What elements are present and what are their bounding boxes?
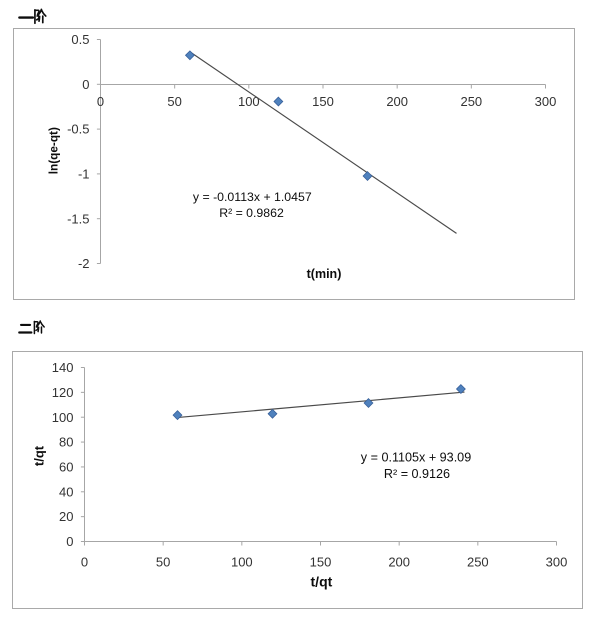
svg-text:40: 40 xyxy=(59,484,73,499)
svg-text:y = 0.1105x + 93.09: y = 0.1105x + 93.09 xyxy=(361,451,471,465)
svg-text:80: 80 xyxy=(59,435,73,450)
svg-text:250: 250 xyxy=(460,94,482,109)
svg-text:-2: -2 xyxy=(78,256,90,271)
svg-text:300: 300 xyxy=(535,94,557,109)
svg-text:200: 200 xyxy=(388,555,410,570)
svg-text:-0.5: -0.5 xyxy=(67,122,89,137)
svg-text:100: 100 xyxy=(231,555,253,570)
svg-text:0: 0 xyxy=(97,94,104,109)
svg-text:0: 0 xyxy=(81,555,88,570)
svg-text:60: 60 xyxy=(59,460,73,475)
svg-text:t(min): t(min) xyxy=(307,267,342,281)
svg-text:150: 150 xyxy=(310,555,332,570)
svg-text:50: 50 xyxy=(156,555,170,570)
svg-text:0: 0 xyxy=(82,77,89,92)
svg-text:t/qt: t/qt xyxy=(32,445,47,466)
svg-text:50: 50 xyxy=(167,94,181,109)
svg-text:100: 100 xyxy=(52,410,74,425)
svg-text:150: 150 xyxy=(312,94,334,109)
svg-text:-1.5: -1.5 xyxy=(67,211,89,226)
svg-text:R² = 0.9126: R² = 0.9126 xyxy=(384,467,450,481)
svg-text:140: 140 xyxy=(52,360,74,375)
svg-text:120: 120 xyxy=(52,385,74,400)
svg-text:0: 0 xyxy=(66,534,73,549)
svg-text:300: 300 xyxy=(546,555,568,570)
svg-text:200: 200 xyxy=(386,94,408,109)
svg-text:ln(qe-qt): ln(qe-qt) xyxy=(47,127,61,174)
svg-text:20: 20 xyxy=(59,509,73,524)
svg-text:y = -0.0113x + 1.0457: y = -0.0113x + 1.0457 xyxy=(193,190,312,204)
svg-text:t/qt: t/qt xyxy=(311,574,333,590)
svg-text:250: 250 xyxy=(467,555,489,570)
svg-text:R² = 0.9862: R² = 0.9862 xyxy=(219,206,284,220)
svg-text:0.5: 0.5 xyxy=(71,32,89,47)
svg-text:-1: -1 xyxy=(78,167,90,182)
svg-text:100: 100 xyxy=(238,94,260,109)
